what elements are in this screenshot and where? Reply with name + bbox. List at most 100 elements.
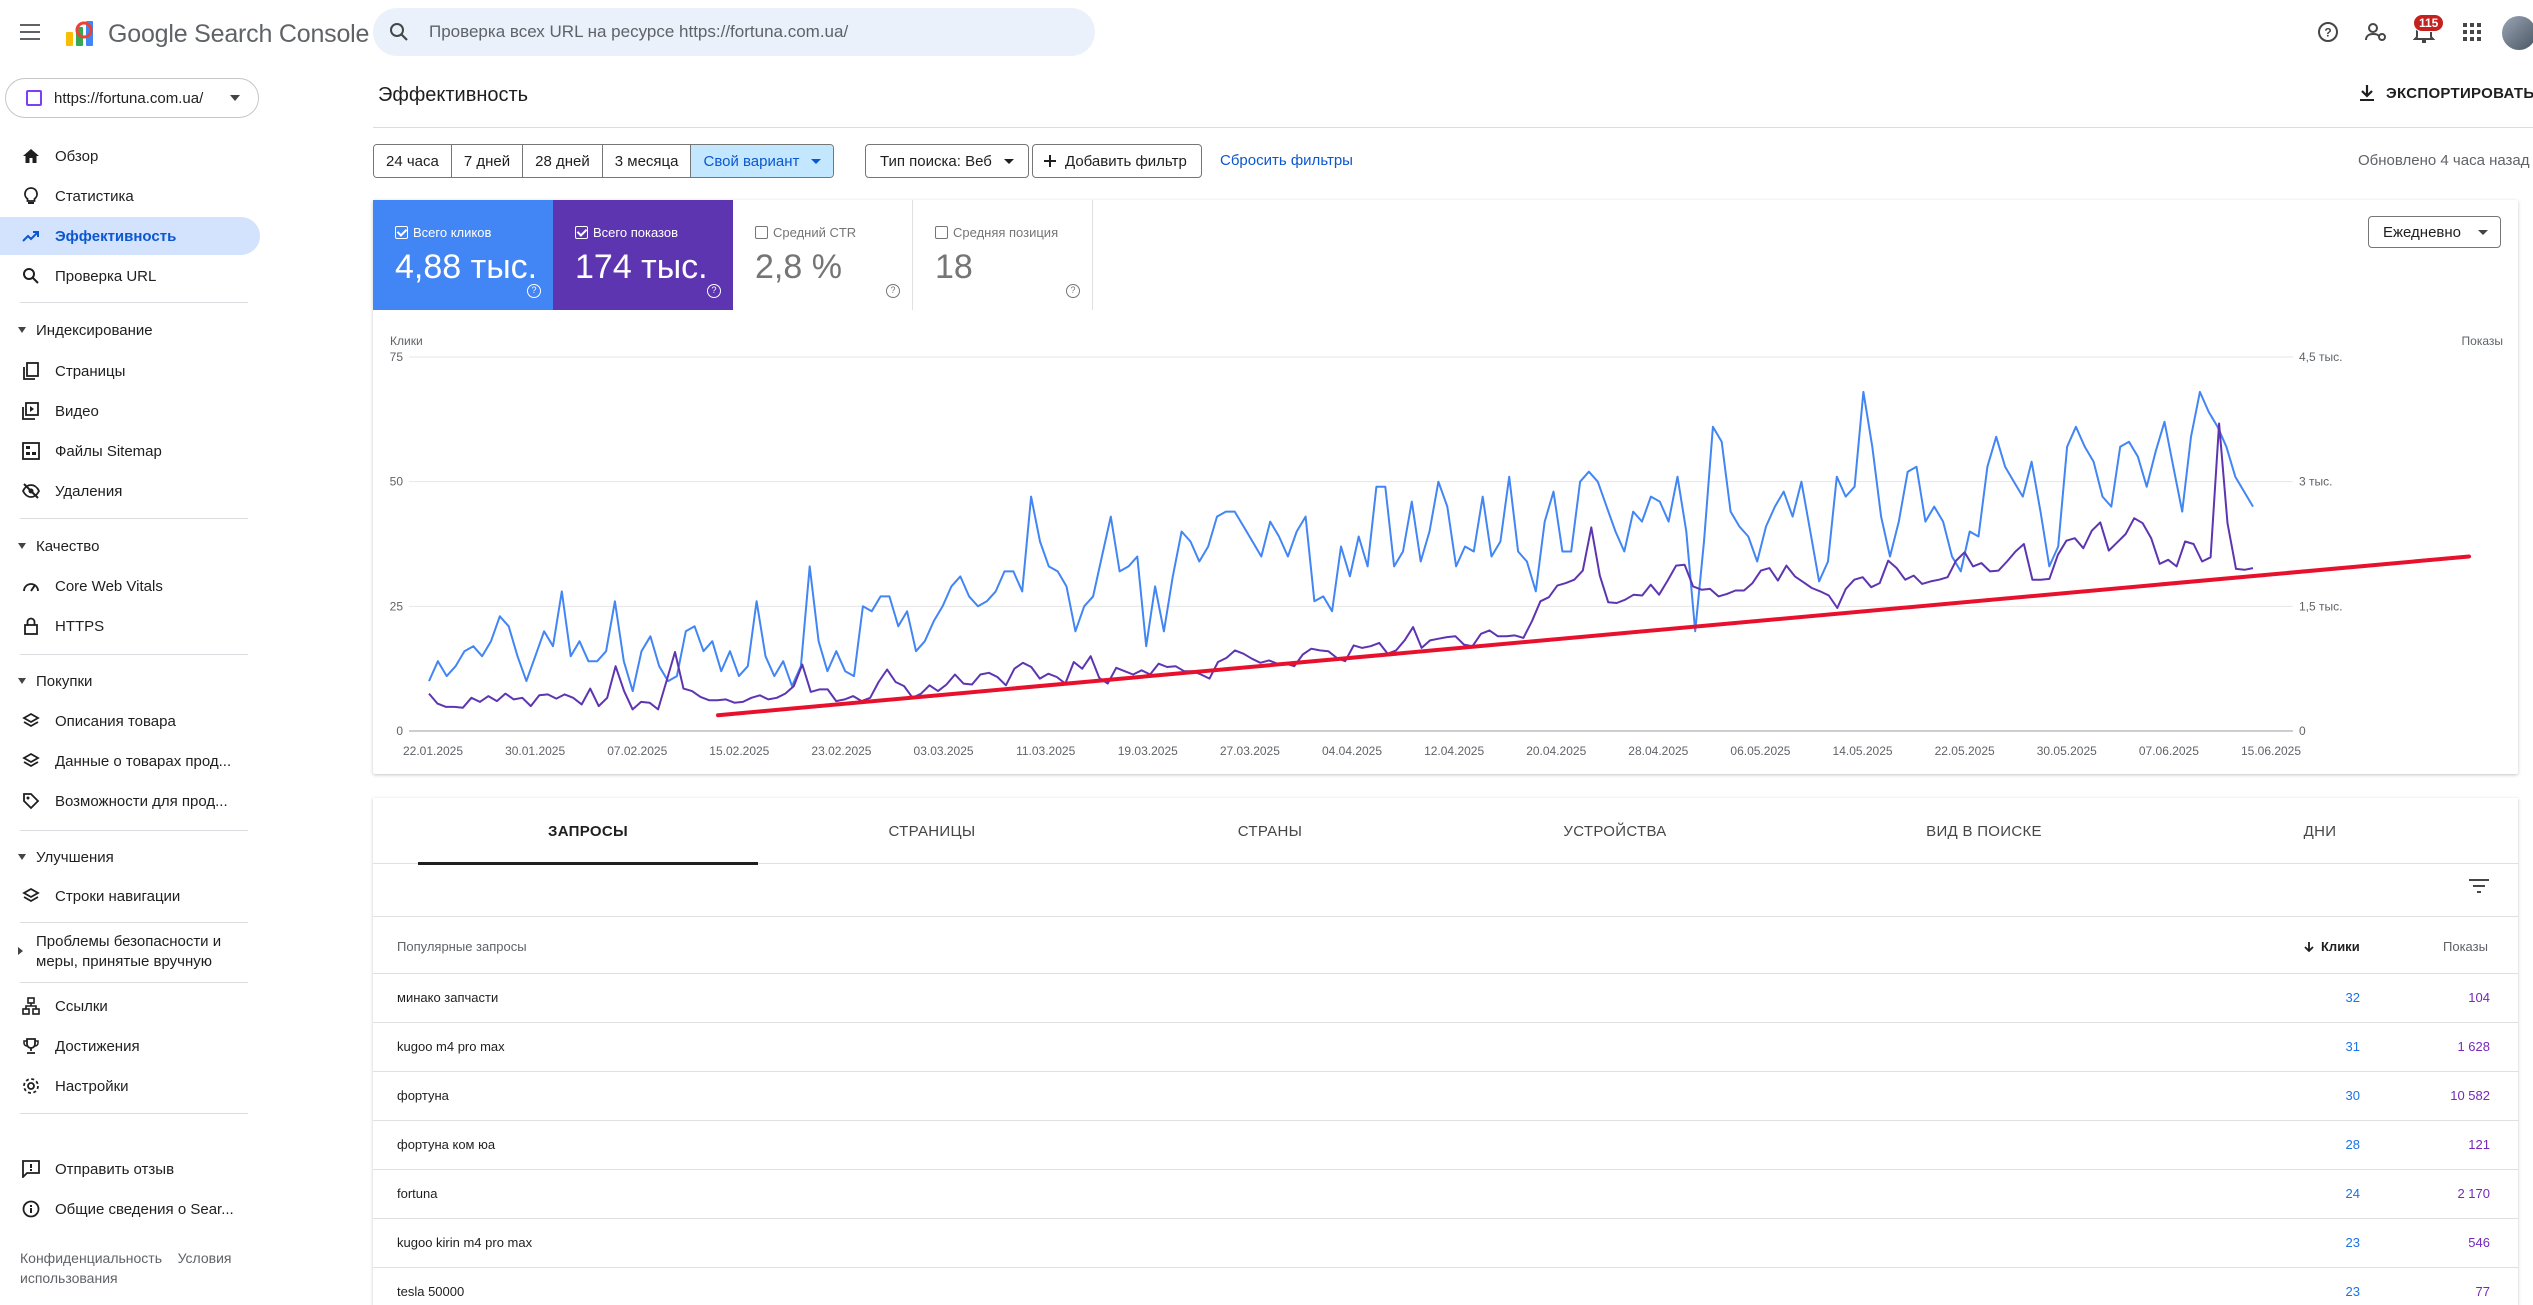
- table-row[interactable]: kugoo kirin m4 pro max 23 546: [373, 1219, 2518, 1268]
- sidebar-item-merchant-listings[interactable]: Данные о товарах прод...: [0, 742, 260, 780]
- filter-icon[interactable]: [2469, 878, 2489, 894]
- table-row[interactable]: минако запчасти 32 104: [373, 974, 2518, 1023]
- sidebar-item-pages[interactable]: Страницы: [0, 352, 260, 390]
- info-icon: [22, 1200, 40, 1218]
- sidebar-section-quality[interactable]: Качество: [0, 532, 250, 562]
- metric-header: Средний CTR: [755, 225, 856, 240]
- sidebar-section-security[interactable]: Проблемы безопасности и меры, принятые вр…: [0, 930, 250, 974]
- caret-down-icon: [18, 678, 26, 684]
- search-bar[interactable]: [373, 8, 1095, 56]
- sidebar-section-enhancements[interactable]: Улучшения: [0, 843, 250, 873]
- privacy-link[interactable]: Конфиденциальность: [20, 1250, 163, 1266]
- help-icon[interactable]: ?: [707, 284, 721, 298]
- sidebar-item-video[interactable]: Видео: [0, 392, 260, 430]
- report-table-card: ЗАПРОСЫ СТРАНИЦЫ СТРАНЫ УСТРОЙСТВА ВИД В…: [373, 798, 2518, 1305]
- cell-clicks: 30: [2345, 1088, 2360, 1103]
- sidebar-item-label: Общие сведения о Sear...: [55, 1200, 234, 1218]
- range-24h-button[interactable]: 24 часа: [374, 145, 452, 177]
- right-tick-label: 4,5 тыс.: [2299, 350, 2342, 364]
- apps-grid-icon[interactable]: [2458, 18, 2486, 46]
- tab-pages[interactable]: СТРАНИЦЫ: [888, 822, 976, 840]
- search-input[interactable]: [429, 8, 1079, 56]
- export-button[interactable]: ЭКСПОРТИРОВАТЬ: [2358, 84, 2533, 102]
- granularity-label: Ежедневно: [2383, 223, 2462, 241]
- tab-countries[interactable]: СТРАНЫ: [1237, 822, 1303, 840]
- sidebar-item-core-web-vitals[interactable]: Core Web Vitals: [0, 567, 260, 605]
- metric-total-clicks[interactable]: Всего кликов 4,88 тыс. ?: [373, 200, 553, 310]
- sidebar-item-performance[interactable]: Эффективность: [0, 217, 260, 255]
- search-type-filter[interactable]: Тип поиска: Веб: [865, 144, 1029, 178]
- property-selector[interactable]: https://fortuna.com.ua/: [5, 78, 259, 118]
- x-tick-label: 20.04.2025: [1526, 744, 1586, 758]
- range-7d-button[interactable]: 7 дней: [451, 145, 524, 177]
- x-tick-label: 07.02.2025: [607, 744, 667, 758]
- search-console-logo-icon[interactable]: [64, 18, 98, 48]
- sidebar-item-https[interactable]: HTTPS: [0, 607, 260, 645]
- table-row[interactable]: tesla 50000 23 77: [373, 1268, 2518, 1305]
- x-tick-label: 15.02.2025: [709, 744, 769, 758]
- tab-queries[interactable]: ЗАПРОСЫ: [418, 798, 758, 865]
- metric-average-ctr[interactable]: Средний CTR 2,8 % ?: [733, 200, 913, 310]
- sidebar-item-overview[interactable]: Обзор: [0, 137, 260, 175]
- tab-dates[interactable]: ДНИ: [2303, 822, 2337, 840]
- table-row[interactable]: фортуна 30 10 582: [373, 1072, 2518, 1121]
- column-header-impressions[interactable]: Показы: [2443, 939, 2488, 954]
- sidebar-item-links[interactable]: Ссылки: [0, 987, 260, 1025]
- help-icon[interactable]: ?: [1066, 284, 1080, 298]
- download-icon: [2360, 85, 2374, 101]
- metric-label: Всего показов: [593, 225, 678, 240]
- checkbox-unchecked[interactable]: [935, 226, 948, 239]
- metric-label: Средний CTR: [773, 225, 857, 240]
- help-icon[interactable]: ?: [527, 284, 541, 298]
- sidebar-section-indexing[interactable]: Индексирование: [0, 316, 250, 346]
- x-tick-label: 15.06.2025: [2241, 744, 2301, 758]
- table-row[interactable]: фортуна ком юа 28 121: [373, 1121, 2518, 1170]
- checkbox-checked[interactable]: [395, 226, 408, 239]
- trending-up-icon: [22, 231, 39, 242]
- sidebar-item-removals[interactable]: Удаления: [0, 472, 260, 510]
- sidebar-item-breadcrumbs[interactable]: Строки навигации: [0, 877, 260, 915]
- column-header-clicks[interactable]: Клики: [2303, 939, 2360, 954]
- tab-search-appearance[interactable]: ВИД В ПОИСКЕ: [1926, 822, 2042, 840]
- sidebar-item-url-inspection[interactable]: Проверка URL: [0, 257, 260, 295]
- terms-link[interactable]: Условия использования: [20, 1250, 232, 1286]
- sidebar-item-about[interactable]: Общие сведения о Sear...: [0, 1190, 260, 1228]
- range-custom-button[interactable]: Свой вариант: [691, 145, 834, 177]
- column-header-query[interactable]: Популярные запросы: [397, 939, 527, 954]
- granularity-select[interactable]: Ежедневно: [2368, 216, 2501, 248]
- range-3m-button[interactable]: 3 месяца: [602, 145, 692, 177]
- menu-icon[interactable]: [18, 20, 42, 44]
- right-axis-title: Показы: [2462, 334, 2503, 348]
- range-28d-button[interactable]: 28 дней: [523, 145, 603, 177]
- add-filter-button[interactable]: Добавить фильтр: [1032, 144, 1202, 178]
- avatar[interactable]: [2502, 16, 2533, 50]
- sidebar-item-insights[interactable]: Статистика: [0, 177, 260, 215]
- cell-clicks: 24: [2345, 1186, 2360, 1201]
- metric-total-impressions[interactable]: Всего показов 174 тыс. ?: [553, 200, 733, 310]
- manage-users-icon[interactable]: [2362, 18, 2390, 46]
- home-icon: [23, 149, 39, 163]
- table-row[interactable]: fortuna 24 2 170: [373, 1170, 2518, 1219]
- checkbox-unchecked[interactable]: [755, 226, 768, 239]
- reset-filters-link[interactable]: Сбросить фильтры: [1220, 152, 1353, 169]
- search-icon: [23, 268, 39, 284]
- sidebar-item-achievements[interactable]: Достижения: [0, 1027, 260, 1065]
- help-icon[interactable]: ?: [886, 284, 900, 298]
- sidebar-item-product-snippets[interactable]: Описания товара: [0, 702, 260, 740]
- metric-average-position[interactable]: Средняя позиция 18 ?: [913, 200, 1093, 310]
- tab-devices[interactable]: УСТРОЙСТВА: [1563, 822, 1667, 840]
- sidebar-item-feedback[interactable]: Отправить отзыв: [0, 1150, 260, 1188]
- section-label-line1: Проблемы безопасности и: [36, 933, 222, 950]
- app-title[interactable]: Google Search Console: [108, 20, 370, 48]
- series-line-impressions: [428, 422, 2254, 711]
- sitemap-icon: [22, 442, 40, 460]
- sidebar-item-label: Ссылки: [55, 997, 108, 1015]
- sidebar-section-shopping[interactable]: Покупки: [0, 667, 250, 697]
- sidebar-item-settings[interactable]: Настройки: [0, 1067, 260, 1105]
- checkbox-checked[interactable]: [575, 226, 588, 239]
- sidebar-item-shopping-opportunities[interactable]: Возможности для прод...: [0, 782, 260, 820]
- help-icon[interactable]: ?: [2314, 18, 2342, 46]
- metric-label: Средняя позиция: [953, 225, 1059, 240]
- sidebar-item-sitemaps[interactable]: Файлы Sitemap: [0, 432, 260, 470]
- table-row[interactable]: kugoo m4 pro max 31 1 628: [373, 1023, 2518, 1072]
